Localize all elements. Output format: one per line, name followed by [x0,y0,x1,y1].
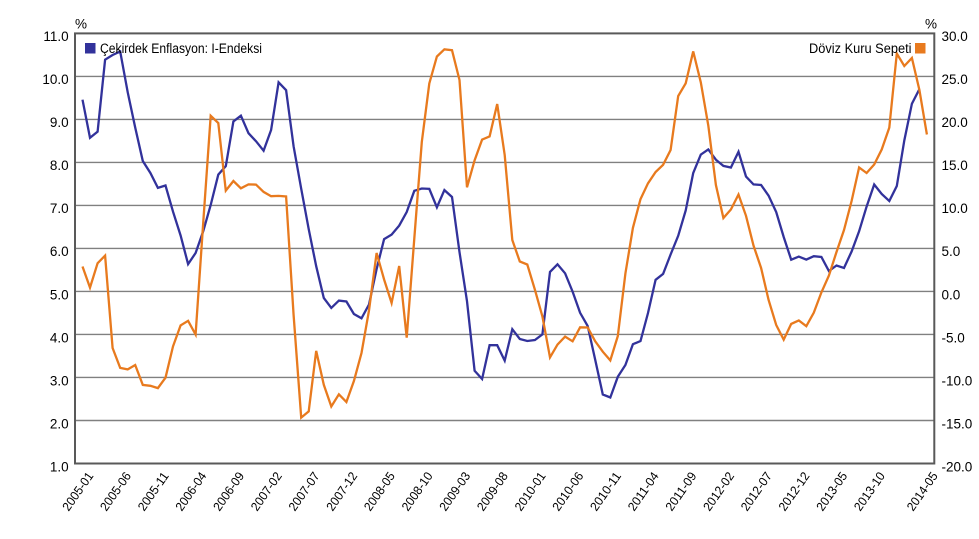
svg-text:25.0: 25.0 [942,72,968,87]
svg-text:2.0: 2.0 [50,416,69,431]
svg-text:9.0: 9.0 [50,115,69,130]
svg-text:-20.0: -20.0 [942,459,973,474]
svg-text:8.0: 8.0 [50,158,69,173]
svg-text:7.0: 7.0 [50,201,69,216]
svg-text:1.0: 1.0 [50,459,69,474]
svg-text:5.0: 5.0 [942,244,961,259]
svg-text:0.0: 0.0 [942,287,961,302]
svg-text:-10.0: -10.0 [942,373,973,388]
svg-text:11.0: 11.0 [43,29,68,44]
svg-text:30.0: 30.0 [942,29,968,44]
svg-text:%: % [75,17,87,32]
svg-text:4.0: 4.0 [50,330,69,345]
svg-text:Döviz Kuru Sepeti: Döviz Kuru Sepeti [809,41,912,56]
svg-text:15.0: 15.0 [942,158,968,173]
svg-text:10.0: 10.0 [42,72,68,87]
svg-text:5.0: 5.0 [50,287,69,302]
svg-text:%: % [925,17,937,32]
svg-text:3.0: 3.0 [50,373,69,388]
svg-text:Çekirdek Enflasyon: I-Endeksi: Çekirdek Enflasyon: I-Endeksi [100,41,262,56]
svg-text:-15.0: -15.0 [942,416,973,431]
svg-text:10.0: 10.0 [942,201,968,216]
svg-text:-5.0: -5.0 [942,330,965,345]
svg-text:20.0: 20.0 [942,115,968,130]
svg-text:6.0: 6.0 [50,244,69,259]
